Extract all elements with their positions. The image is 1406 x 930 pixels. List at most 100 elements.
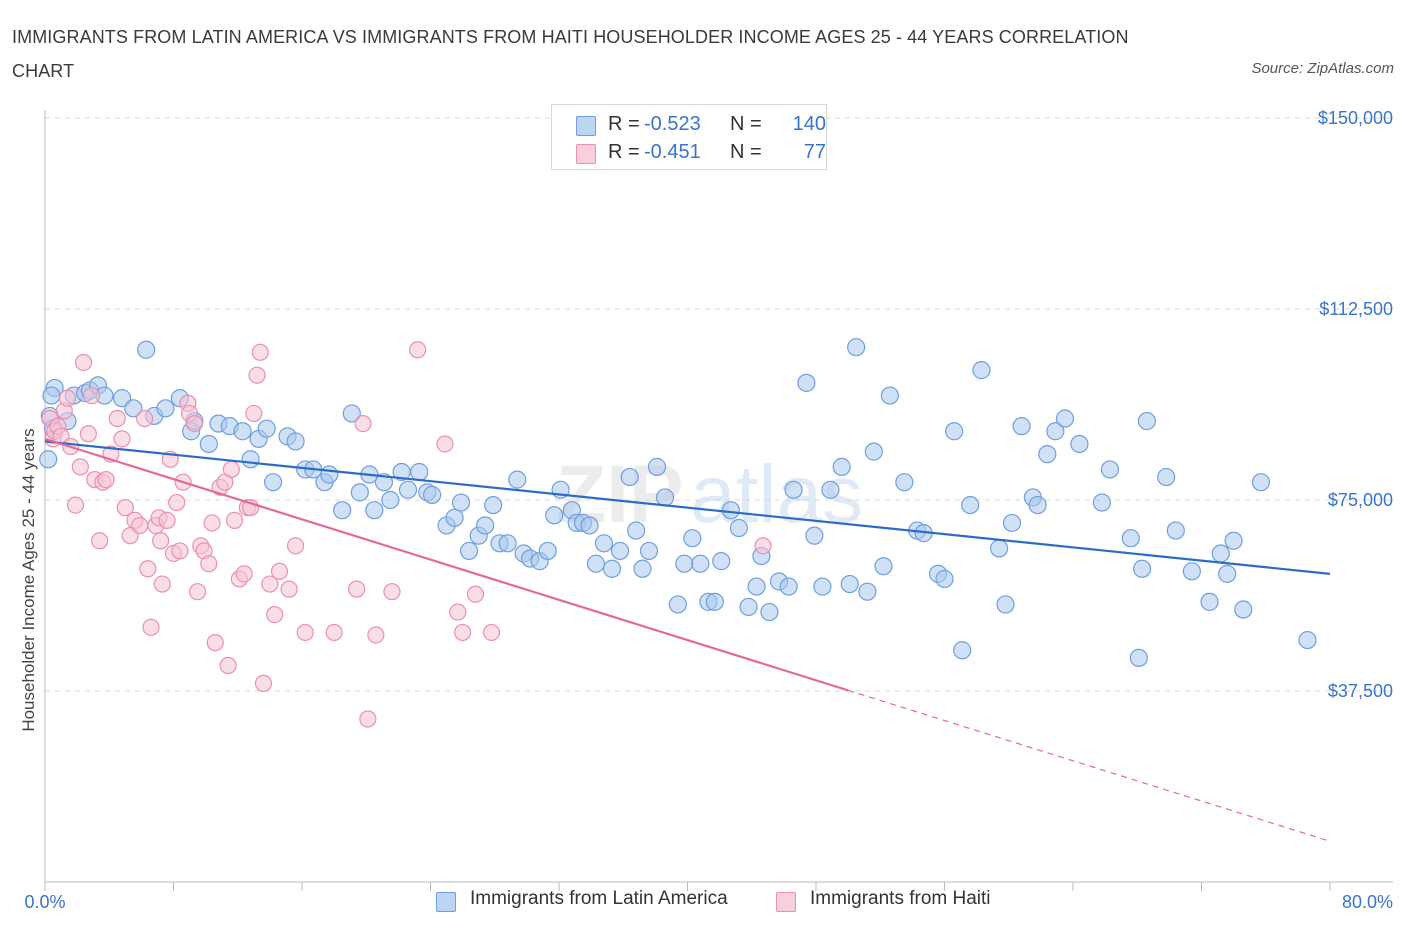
latin-america-point <box>864 442 883 461</box>
haiti-point <box>261 575 279 593</box>
latin-america-point <box>112 389 132 408</box>
latin-america-point <box>647 457 667 476</box>
latin-america-point <box>633 559 652 578</box>
latin-america-point <box>683 529 702 548</box>
latin-america-point <box>1298 630 1317 650</box>
legend-r-label: R = <box>608 113 640 135</box>
y-tick-label: $150,000 <box>1318 108 1393 128</box>
latin-america-point <box>784 480 803 499</box>
haiti-point <box>203 514 221 532</box>
latin-america-point <box>1224 531 1243 550</box>
haiti-point <box>139 560 157 578</box>
latin-america-point <box>620 467 639 487</box>
haiti-point <box>113 430 131 448</box>
latin-america-point <box>594 534 614 553</box>
latin-america-point <box>1121 529 1140 548</box>
latin-america-point <box>1055 409 1075 428</box>
haiti-point <box>325 623 343 642</box>
haiti-point <box>158 511 176 529</box>
latin-america-point <box>1157 467 1176 487</box>
latin-america-point <box>498 534 517 553</box>
latin-america-point <box>1028 495 1047 515</box>
latin-america-point <box>1002 513 1022 533</box>
haiti-point <box>270 562 289 580</box>
latin-america-point <box>342 404 361 423</box>
latin-america-point <box>760 602 779 622</box>
latin-america-point <box>626 521 646 540</box>
haiti-point <box>354 415 372 433</box>
haiti-point <box>152 532 170 550</box>
latin-america-point <box>739 597 758 617</box>
haiti-point <box>359 710 377 728</box>
legend-r-value: -0.451 <box>644 141 701 163</box>
haiti-point <box>466 585 485 603</box>
latin-america-point <box>1211 544 1230 563</box>
latin-america-point <box>675 554 694 573</box>
latin-america-point <box>545 506 564 525</box>
latin-america-point <box>257 419 276 438</box>
latin-america-point <box>779 577 798 596</box>
latin-america-point <box>233 422 252 441</box>
trend-line-extrapolated-haiti <box>847 689 1331 842</box>
haiti-point <box>436 435 454 453</box>
y-axis-title-wrap: Householder Income Ages 25 - 44 years <box>14 300 44 860</box>
latin-america-point <box>705 592 724 611</box>
haiti-point <box>286 537 305 555</box>
latin-america-point <box>365 501 384 520</box>
latin-america-point <box>840 574 859 594</box>
latin-america-point <box>639 541 659 561</box>
haiti-point <box>171 542 189 560</box>
haiti-point <box>116 499 134 517</box>
legend-swatch-blue <box>576 116 596 136</box>
latin-america-point <box>410 462 429 482</box>
latin-america-point <box>350 483 369 502</box>
latin-america-point <box>821 480 840 499</box>
latin-america-point <box>655 488 675 507</box>
y-tick-label: $37,500 <box>1328 681 1393 701</box>
haiti-point <box>58 389 77 407</box>
latin-america-point <box>320 465 339 484</box>
latin-america-point <box>374 473 394 492</box>
latin-america-point <box>602 559 622 578</box>
haiti-point <box>383 583 401 601</box>
latin-america-point <box>156 399 175 418</box>
latin-america-point <box>747 577 766 596</box>
haiti-point <box>188 583 207 601</box>
latin-america-point <box>972 361 991 380</box>
latin-america-point <box>961 495 980 515</box>
legend-item-latin-america: Immigrants from Latin America <box>436 888 756 916</box>
haiti-point <box>71 458 89 476</box>
haiti-point <box>200 555 218 573</box>
haiti-point <box>235 565 253 583</box>
legend-label: Immigrants from Latin America <box>470 888 728 909</box>
haiti-point <box>248 366 266 384</box>
latin-america-point <box>1129 648 1148 667</box>
haiti-point <box>296 623 314 642</box>
haiti-point <box>91 532 109 550</box>
latin-america-point <box>451 493 471 512</box>
latin-america-point <box>945 422 964 441</box>
latin-america-point <box>392 462 411 482</box>
trend-line-haiti <box>44 437 849 692</box>
haiti-point <box>66 496 85 514</box>
latin-america-point <box>286 432 305 451</box>
haiti-point <box>449 603 467 621</box>
latin-america-point <box>508 470 527 489</box>
latin-america-point <box>797 373 816 392</box>
latin-america-point <box>1218 564 1237 583</box>
trend-line-latin-america <box>44 440 1331 575</box>
haiti-point <box>185 415 203 433</box>
latin-america-point <box>1200 592 1219 611</box>
chart-title: IMMIGRANTS FROM LATIN AMERICA VS IMMIGRA… <box>12 27 1129 81</box>
haiti-point <box>454 623 472 642</box>
haiti-point <box>754 537 772 555</box>
latin-america-point <box>668 595 687 614</box>
legend-n-value: 77 <box>803 141 826 163</box>
x-tick-labels: 0.0% 80.0% <box>24 892 1393 912</box>
haiti-point <box>153 575 171 593</box>
x-tick-label-max: 80.0% <box>1342 892 1393 912</box>
haiti-point <box>74 353 93 372</box>
latin-america-point <box>874 557 893 576</box>
haiti-point <box>82 386 101 405</box>
